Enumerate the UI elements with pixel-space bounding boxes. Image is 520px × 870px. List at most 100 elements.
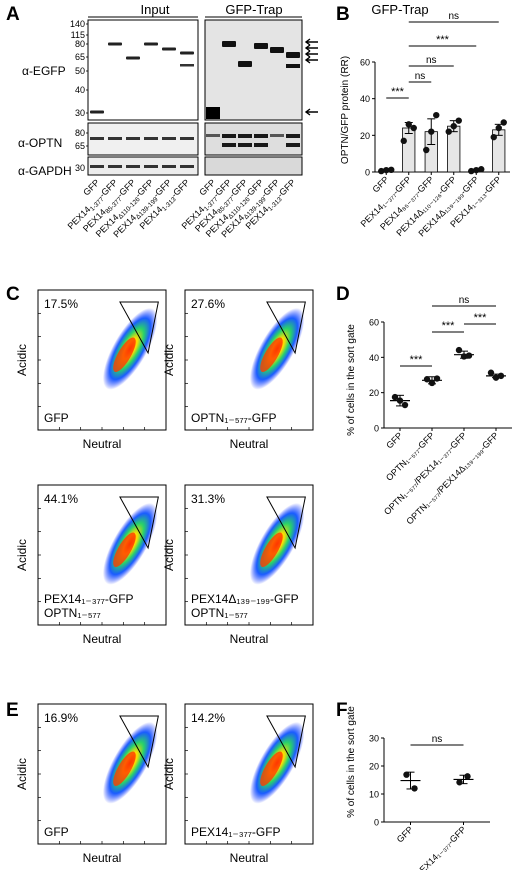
data-point: [473, 166, 480, 174]
data-point: [464, 773, 471, 780]
mw-label-egfp: 50: [75, 66, 85, 76]
mw-label-optn: 65: [75, 141, 85, 151]
flow-ylabel: Acidic: [162, 344, 176, 376]
flow-plot: 14.2% PEX14₁₋₃₇₇-GFP Neutral Acidic: [162, 703, 314, 865]
data-point: [378, 167, 385, 175]
y-tick-label: 20: [369, 762, 379, 772]
significance-label: ns: [448, 11, 459, 22]
y-tick-label: 30: [369, 734, 379, 744]
y-tick-label: 40: [369, 353, 379, 363]
band-egfp-trap: [254, 43, 268, 49]
category-label: PEX14₁₋₃₇₇-GFP: [413, 824, 468, 870]
gate-percentage: 17.5%: [44, 297, 78, 311]
sort-gate: [266, 301, 306, 355]
data-point: [410, 124, 417, 132]
significance-label: ns: [432, 734, 443, 745]
band-optn-trap-faint: [270, 134, 284, 137]
panel-b: B GFP-Trap OPTN/GFP protein (RR) 0 20 40 60…: [336, 2, 510, 239]
flow-density-core: [113, 751, 136, 787]
panel-d-letter: D: [336, 284, 350, 305]
panel-d: D % of cells in the sort gate 0 20 40 60 GFP…: [336, 284, 512, 526]
flow-ylabel: Acidic: [15, 758, 29, 790]
flow-plot-label: OPTN₁₋₅₇₇-GFP: [191, 411, 276, 425]
band-egfp-input: [90, 110, 104, 114]
header-gfp-trap: GFP-Trap: [225, 2, 282, 17]
band-optn-input: [126, 137, 140, 140]
gate-percentage: 14.2%: [191, 711, 225, 725]
y-tick-label: 60: [369, 318, 379, 328]
significance-label: ***: [410, 354, 424, 366]
band-egfp-trap-extra: [286, 64, 300, 68]
band-optn-input: [144, 137, 158, 140]
panel-c-letter: C: [6, 284, 20, 305]
flow-xlabel: Neutral: [83, 632, 122, 646]
data-point: [391, 393, 399, 401]
y-tick-label: 20: [360, 131, 370, 141]
sort-gate: [119, 496, 159, 550]
panel-f-letter: F: [336, 700, 348, 721]
chart-b-ylabel: OPTN/GFP protein (RR): [340, 56, 351, 164]
category-label: GFP: [384, 430, 404, 450]
data-point: [403, 771, 410, 778]
significance-label: ns: [426, 55, 437, 66]
band-egfp-input-extra: [180, 64, 194, 67]
band-egfp-trap-strong: [206, 107, 220, 119]
band-optn-trap: [286, 134, 300, 138]
data-point: [428, 128, 435, 135]
flow-xlabel: Neutral: [230, 851, 269, 865]
y-tick-label: 20: [369, 388, 379, 398]
data-point: [465, 352, 473, 359]
mw-label-egfp: 140: [70, 19, 85, 29]
flow-density-core: [260, 337, 283, 373]
flow-density-core: [260, 532, 283, 568]
panel-f: F % of cells in the sort gate 0 10 20 30 GFP…: [336, 700, 490, 870]
band-optn-trap: [222, 134, 236, 138]
data-point: [400, 137, 407, 145]
band-gapdh-input: [144, 165, 158, 168]
blot-gapdh-input: [87, 156, 199, 176]
band-egfp-input: [162, 47, 176, 51]
band-egfp-trap: [270, 47, 284, 53]
data-point: [433, 111, 440, 119]
data-point: [455, 117, 462, 124]
chart-b-title: GFP-Trap: [371, 2, 428, 17]
data-point: [433, 375, 441, 382]
band-optn-input: [90, 137, 104, 140]
panel-c: C 17.5% GFP Neutral Acidic 27.6% OPTN₁₋₅₇₇-GF…: [6, 284, 314, 646]
data-point: [401, 401, 409, 409]
gate-percentage: 31.3%: [191, 492, 225, 506]
data-point: [445, 128, 452, 135]
flow-plot-label: PEX14₁₋₃₇₇-GFP: [44, 592, 134, 606]
band-gapdh-input: [126, 165, 140, 168]
significance-label: ***: [442, 320, 456, 332]
y-tick-label: 60: [360, 58, 370, 68]
band-optn-trap-2: [254, 143, 268, 147]
blot-gapdh-trap: [204, 156, 303, 176]
y-tick-label: 40: [360, 94, 370, 104]
data-point: [487, 369, 495, 376]
band-gapdh-input: [108, 165, 122, 168]
mw-label-egfp: 115: [71, 30, 85, 40]
data-point: [411, 785, 418, 792]
flow-plot: 27.6% OPTN₁₋₅₇₇-GFP Neutral Acidic: [162, 289, 314, 451]
data-point: [468, 167, 475, 175]
data-point: [490, 133, 497, 141]
band-gapdh-input: [90, 165, 104, 168]
flow-plot-label-2: OPTN₁₋₅₇₇: [191, 606, 248, 620]
y-tick-label: 0: [374, 424, 379, 434]
blot-egfp-trap: [204, 19, 303, 121]
header-input: Input: [141, 2, 170, 17]
panel-b-letter: B: [336, 4, 350, 25]
mw-label-egfp: 30: [75, 108, 85, 118]
mw-label-egfp: 80: [75, 39, 85, 49]
flow-ylabel: Acidic: [162, 539, 176, 571]
mw-label-egfp: 65: [75, 52, 85, 62]
flow-plot: 16.9% GFP Neutral Acidic: [15, 703, 167, 865]
lane-labels-trap: GFPPEX141-377-GFPPEX1485-377-GFPPEX14Δ11…: [180, 177, 298, 239]
band-egfp-trap: [222, 41, 236, 47]
data-point: [497, 372, 505, 380]
panel-e: E 16.9% GFP Neutral Acidic 14.2% PEX14₁₋₃₇₇-G…: [6, 700, 314, 865]
flow-plot-label: GFP: [44, 411, 69, 425]
band-optn-trap-2: [222, 143, 236, 147]
